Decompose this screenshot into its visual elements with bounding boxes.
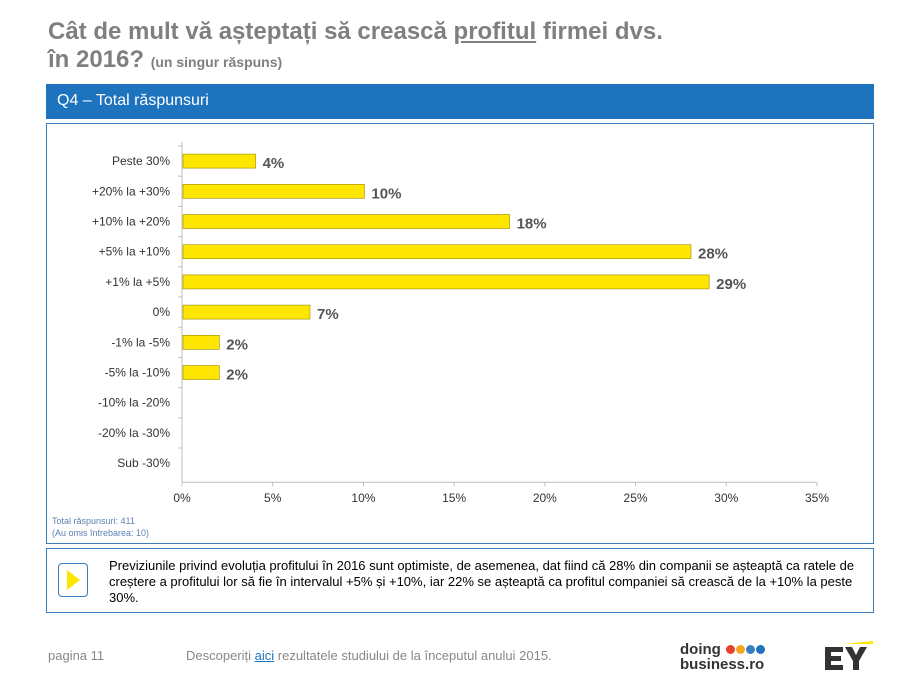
doingbusiness-logo: doing business.ro bbox=[680, 641, 780, 677]
footer-text: Descoperiți aici rezultatele studiului d… bbox=[186, 648, 552, 663]
bar bbox=[182, 365, 220, 380]
data-label: 4% bbox=[263, 155, 285, 172]
play-arrow-icon bbox=[58, 563, 88, 597]
title-subtitle: (un singur răspuns) bbox=[150, 54, 283, 70]
category-label: Peste 30% bbox=[112, 154, 170, 168]
x-tick-label: 5% bbox=[264, 491, 282, 505]
x-tick-label: 0% bbox=[173, 491, 191, 505]
x-tick-label: 25% bbox=[624, 491, 648, 505]
x-tick-label: 10% bbox=[351, 491, 375, 505]
page-title: Cât de mult vă așteptați să crească prof… bbox=[48, 18, 888, 76]
data-label: 2% bbox=[226, 367, 248, 384]
category-label: -20% la -30% bbox=[98, 426, 170, 440]
logo-dot bbox=[736, 645, 745, 655]
category-label: +10% la +20% bbox=[92, 215, 170, 229]
bar-chart: Peste 30% 4% +20% la +30% 10% +10% la +20% 18… bbox=[92, 142, 829, 505]
bar bbox=[182, 274, 710, 290]
logo-dot bbox=[756, 645, 765, 655]
category-label: +20% la +30% bbox=[92, 184, 170, 198]
logo-dot bbox=[726, 645, 735, 655]
bar bbox=[182, 153, 256, 169]
title-text: Cât de mult vă așteptați să crească bbox=[48, 18, 454, 45]
data-label: 29% bbox=[716, 276, 746, 293]
category-label: Sub -30% bbox=[117, 456, 170, 470]
question-bar: Q4 – Total răspunsuri bbox=[46, 84, 874, 119]
callout-box: Previziunile privind evoluția profitului… bbox=[46, 548, 874, 613]
x-tick-label: 15% bbox=[442, 491, 466, 505]
logo-text-doing: doing bbox=[680, 641, 721, 658]
logo-text-business: business.ro bbox=[680, 656, 765, 674]
bar bbox=[182, 335, 220, 350]
total-responses: Total răspunsuri: 411 bbox=[52, 516, 135, 526]
data-label: 28% bbox=[698, 246, 728, 263]
skipped-responses: (Au omis întrebarea: 10) bbox=[52, 528, 150, 538]
category-label: 0% bbox=[153, 305, 171, 319]
bar bbox=[182, 304, 311, 320]
category-label: -10% la -20% bbox=[98, 396, 170, 410]
title-text-end: firmei dvs. bbox=[536, 18, 663, 45]
title-line2: în 2016? bbox=[48, 46, 145, 73]
data-label: 7% bbox=[317, 306, 339, 323]
data-label: 18% bbox=[517, 216, 547, 233]
category-label: -5% la -10% bbox=[105, 366, 171, 380]
chart-panel: Peste 30% 4% +20% la +30% 10% +10% la +20% 18… bbox=[46, 123, 874, 544]
ey-logo bbox=[823, 641, 875, 675]
bar bbox=[182, 183, 365, 199]
ey-logo-icon bbox=[825, 641, 873, 670]
x-tick-label: 30% bbox=[714, 491, 738, 505]
category-label: +1% la +5% bbox=[105, 275, 170, 289]
callout-text: Previziunile privind evoluția profitului… bbox=[109, 558, 855, 605]
data-label: 10% bbox=[371, 185, 401, 202]
response-note: Total răspunsuri: 411 (Au omis întrebare… bbox=[52, 515, 149, 539]
bar bbox=[182, 244, 692, 259]
page-number: pagina 11 bbox=[48, 648, 105, 663]
footer-text-after: rezultatele studiului de la începutul an… bbox=[274, 648, 552, 663]
title-underlined-word: profitul bbox=[453, 18, 537, 45]
data-label: 2% bbox=[226, 336, 248, 353]
question-label: Q4 – Total răspunsuri bbox=[57, 92, 209, 109]
category-label: -1% la -5% bbox=[111, 335, 170, 349]
logo-dot bbox=[746, 645, 755, 655]
footer-link[interactable]: aici bbox=[254, 648, 275, 663]
x-tick-label: 35% bbox=[805, 491, 829, 505]
logo-dots-icon bbox=[725, 643, 765, 657]
footer-text-before: Descoperiți bbox=[186, 648, 255, 663]
bar bbox=[182, 214, 510, 229]
category-label: +5% la +10% bbox=[99, 245, 171, 259]
x-tick-label: 20% bbox=[533, 491, 557, 505]
